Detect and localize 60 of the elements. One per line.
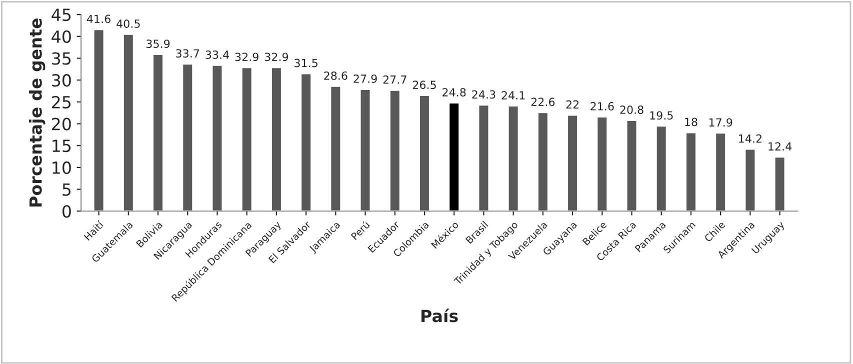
data-label: 31.5 <box>294 58 318 68</box>
data-label: 32.9 <box>235 52 258 62</box>
y-tick-label: 20 <box>52 118 71 130</box>
y-tick-label: 0 <box>62 205 71 218</box>
y-tick-label: 30 <box>52 74 71 87</box>
bar <box>774 156 786 212</box>
bar <box>448 102 460 212</box>
data-label: 18 <box>685 118 698 126</box>
bar <box>596 116 608 212</box>
bar <box>478 104 490 212</box>
bar <box>626 120 638 212</box>
bar <box>537 112 549 212</box>
data-label: 22 <box>566 100 578 109</box>
bar <box>330 86 342 212</box>
bar <box>655 125 668 212</box>
data-label: 14.2 <box>739 134 762 143</box>
y-axis-title: Porcentaje de gente <box>28 18 46 206</box>
data-label: 19.5 <box>650 111 673 120</box>
data-label: 28.6 <box>324 71 348 80</box>
bar <box>685 132 697 212</box>
data-label: 24.1 <box>502 91 525 100</box>
data-label: 24.8 <box>442 88 466 96</box>
bar <box>359 88 372 212</box>
data-label: 40.5 <box>116 19 140 28</box>
bar <box>300 72 312 212</box>
y-tick-label: 5 <box>62 183 71 196</box>
bar <box>744 148 756 212</box>
y-tick-label: 10 <box>52 161 71 174</box>
y-tick-label: 40 <box>52 30 71 43</box>
data-label: 41.6 <box>86 14 110 24</box>
y-tick-label: 35 <box>52 52 71 65</box>
data-label: 33.4 <box>206 50 229 59</box>
data-label: 33.7 <box>176 49 200 58</box>
x-axis-title: País <box>421 308 458 322</box>
data-label: 12.4 <box>768 142 792 150</box>
bar <box>714 132 726 212</box>
bar <box>92 28 105 212</box>
y-tick-label: 45 <box>52 8 71 22</box>
data-label: 35.9 <box>146 40 170 48</box>
data-label: 22.6 <box>531 98 555 106</box>
bar <box>122 34 134 212</box>
y-tick-label: 15 <box>52 140 71 152</box>
data-label: 26.5 <box>412 80 436 90</box>
bar <box>418 94 430 212</box>
data-label: 17.9 <box>709 118 732 127</box>
bar <box>507 105 520 212</box>
bar <box>270 66 282 212</box>
data-label: 21.6 <box>590 102 614 110</box>
data-label: 24.3 <box>472 90 496 99</box>
data-label: 27.9 <box>354 74 377 83</box>
bar <box>240 66 253 212</box>
data-label: 32.9 <box>264 52 288 62</box>
data-label: 27.7 <box>383 75 406 84</box>
bar <box>389 89 401 212</box>
bar <box>182 63 194 212</box>
data-label: 20.8 <box>620 106 644 114</box>
bar <box>152 54 164 212</box>
y-tick-label: 25 <box>52 96 71 108</box>
bar <box>566 114 578 212</box>
bar <box>211 64 224 212</box>
